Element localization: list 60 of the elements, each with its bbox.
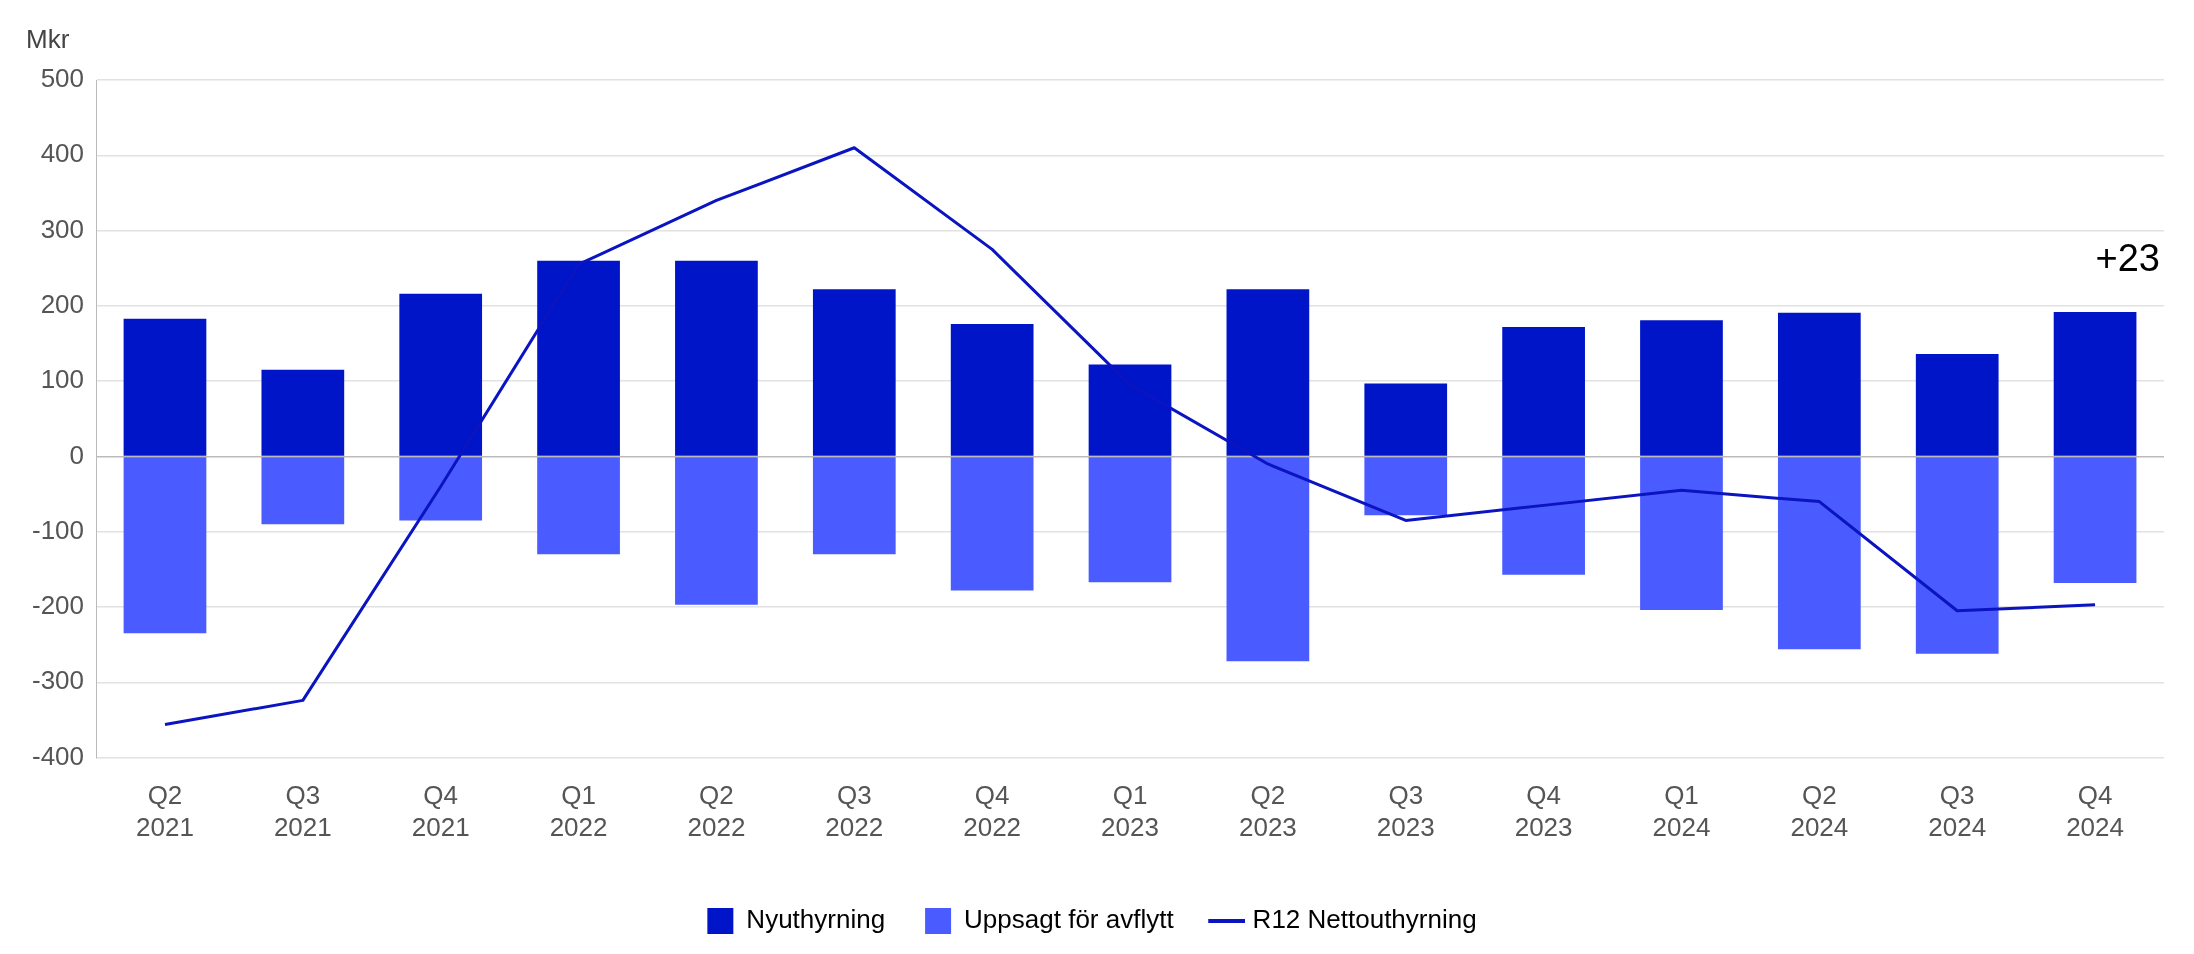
x-tick-label: Q3 2024 xyxy=(1928,780,1987,842)
legend-label: Nyuthyrning xyxy=(746,904,886,935)
bar xyxy=(537,457,620,555)
x-tick-label: Q2 2022 xyxy=(687,780,746,842)
annotation: +23 xyxy=(2095,237,2160,280)
x-tick-label: Q4 2022 xyxy=(963,780,1022,842)
bar xyxy=(1915,354,1999,456)
bar xyxy=(1640,457,1723,611)
bar xyxy=(1226,457,1310,662)
bar xyxy=(675,260,758,456)
y-tick-label: 300 xyxy=(40,213,85,244)
bar xyxy=(399,293,483,456)
y-tick-label: 200 xyxy=(40,289,85,320)
y-tick-label: -100 xyxy=(31,514,85,545)
bar xyxy=(261,457,345,525)
y-tick-label: 500 xyxy=(40,63,85,94)
bar xyxy=(1088,457,1172,583)
x-tick-label: Q4 2021 xyxy=(411,780,470,842)
bar xyxy=(812,457,896,555)
x-tick-label: Q2 2024 xyxy=(1790,780,1849,842)
bar xyxy=(1088,364,1172,456)
bar xyxy=(2053,457,2137,583)
bar xyxy=(2053,311,2137,456)
y-axis-title: Mkr xyxy=(26,24,70,55)
x-tick-label: Q1 2023 xyxy=(1101,780,1159,842)
bar xyxy=(399,457,483,521)
x-tick-label: Q2 2021 xyxy=(136,780,194,842)
x-tick-label: Q3 2021 xyxy=(273,780,332,842)
x-tick-label: Q4 2023 xyxy=(1514,780,1573,842)
bar xyxy=(950,457,1034,591)
y-tick-label: -400 xyxy=(31,740,85,771)
bar xyxy=(1364,383,1448,456)
bar xyxy=(1640,320,1723,456)
bar xyxy=(123,457,207,634)
x-tick-label: Q1 2024 xyxy=(1652,780,1711,842)
y-tick-label: 100 xyxy=(40,364,85,395)
bar xyxy=(950,323,1034,456)
x-tick-label: Q2 2023 xyxy=(1238,780,1297,842)
bar xyxy=(1226,289,1310,456)
x-tick-label: Q3 2022 xyxy=(825,780,884,842)
bar xyxy=(537,260,620,456)
bar xyxy=(1364,457,1448,516)
legend-label: R12 Nettouthyrning xyxy=(1252,904,1477,935)
bar xyxy=(812,289,896,456)
bar xyxy=(1502,457,1585,575)
bar xyxy=(1777,457,1861,650)
bar xyxy=(1777,312,1861,456)
y-tick-label: 0 xyxy=(69,439,85,470)
bar xyxy=(123,318,207,456)
y-tick-label: -300 xyxy=(31,665,85,696)
x-tick-label: Q1 2022 xyxy=(549,780,608,842)
bar xyxy=(261,369,345,456)
y-tick-label: -200 xyxy=(31,590,85,621)
x-tick-label: Q3 2023 xyxy=(1376,780,1435,842)
bar xyxy=(675,457,758,605)
legend-label: Uppsagt för avflytt xyxy=(964,904,1175,935)
bar xyxy=(1502,326,1585,456)
y-tick-label: 400 xyxy=(40,138,85,169)
x-tick-label: Q4 2024 xyxy=(2066,780,2124,842)
bar xyxy=(1915,457,1999,654)
